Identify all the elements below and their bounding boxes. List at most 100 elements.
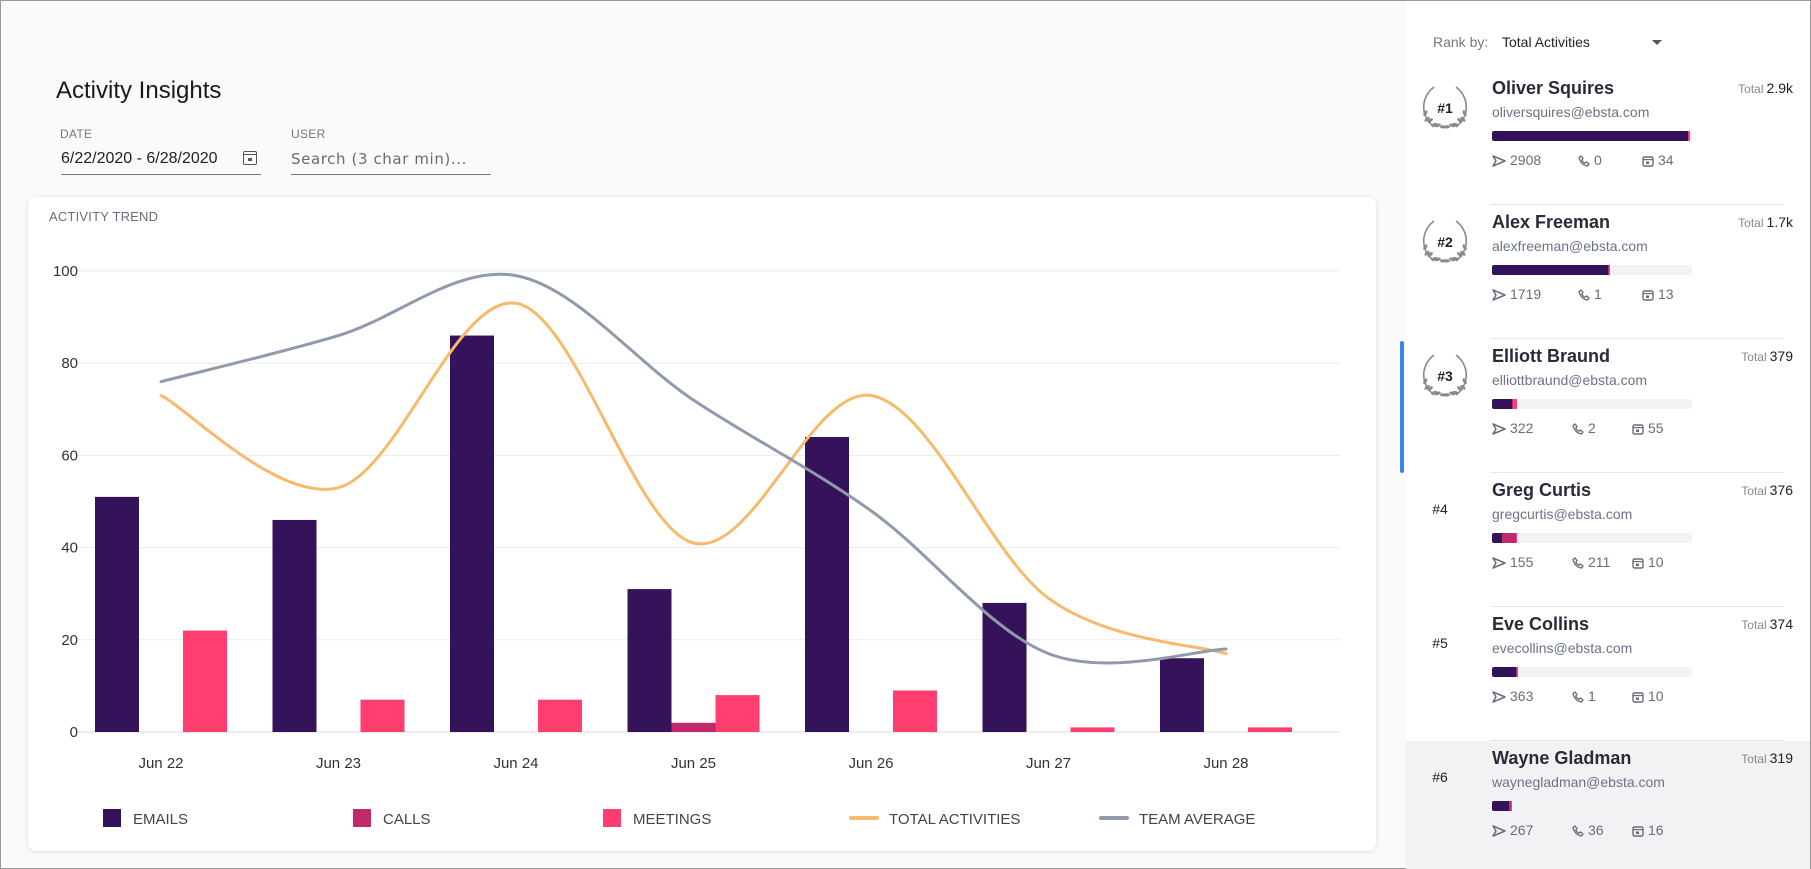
phone-icon	[1572, 822, 1588, 838]
emails-count: 322	[1510, 420, 1534, 436]
emails-bar	[627, 589, 672, 732]
user-search-field[interactable]	[291, 148, 491, 175]
emails-segment	[1492, 131, 1688, 141]
meetings-bar	[1248, 727, 1292, 732]
user-email: alexfreeman@ebsta.com	[1492, 238, 1648, 254]
meetings-bar	[538, 699, 582, 732]
rank-by-value[interactable]: Total Activities	[1502, 34, 1590, 50]
user-rank-row[interactable]: #4 Greg Curtis gregcurtis@ebsta.com Total 37…	[1406, 473, 1810, 607]
date-range-value[interactable]: 6/22/2020 - 6/28/2020	[61, 150, 218, 167]
emails-stat: 1719	[1492, 286, 1541, 302]
phone-icon	[1572, 554, 1588, 570]
calls-stat: 0	[1578, 152, 1602, 168]
calls-bar	[671, 722, 716, 732]
user-name[interactable]: Alex Freeman	[1492, 212, 1611, 232]
total-value: 1.7k	[1766, 214, 1793, 230]
calls-count: 36	[1588, 822, 1604, 838]
meetings-count: 10	[1648, 554, 1664, 570]
calls-count: 1	[1594, 286, 1602, 302]
legend-swatch	[103, 809, 121, 827]
calendar-icon	[1632, 822, 1648, 838]
emails-stat: 267	[1492, 822, 1533, 838]
user-name[interactable]: Oliver Squires	[1492, 78, 1615, 98]
x-tick-label: Jun 27	[1026, 755, 1071, 772]
meetings-stat: 13	[1642, 286, 1674, 302]
rank-number: #4	[1432, 501, 1448, 517]
emails-count: 363	[1510, 688, 1534, 704]
emails-bar	[982, 602, 1027, 732]
activity-bar	[1492, 131, 1692, 141]
legend-swatch	[603, 809, 621, 827]
emails-segment	[1492, 265, 1608, 275]
phone-icon	[1578, 152, 1594, 168]
emails-bar	[1160, 658, 1204, 732]
user-rank-row[interactable]: #6 Wayne Gladman waynegladman@ebsta.com Tot…	[1406, 741, 1810, 869]
total-label: Total	[1741, 484, 1767, 498]
emails-stat: 363	[1492, 688, 1533, 704]
rank-number: #3	[1437, 368, 1453, 384]
total-value: 319	[1769, 750, 1793, 766]
user-rank-row[interactable]: #5 Eve Collins evecollins@ebsta.com Total 37…	[1406, 607, 1810, 741]
x-tick-label: Jun 23	[316, 755, 361, 772]
user-rank-row[interactable]: #2 Alex Freeman alexfreeman@ebsta.com Total…	[1406, 205, 1810, 339]
activity-bar	[1492, 801, 1692, 811]
user-name[interactable]: Eve Collins	[1492, 614, 1590, 634]
date-range-field[interactable]: 6/22/2020 - 6/28/2020	[61, 148, 261, 175]
calendar-icon[interactable]	[243, 151, 257, 165]
date-label: DATE	[60, 127, 93, 141]
total-label: Total	[1738, 216, 1764, 230]
meetings-bar	[1070, 727, 1115, 732]
meetings-segment	[1608, 265, 1610, 275]
user-rank-row[interactable]: #1 Oliver Squires oliversquires@ebsta.com T…	[1406, 71, 1810, 205]
calls-segment	[1509, 801, 1512, 811]
y-tick-label: 100	[53, 263, 78, 280]
row-divider	[1490, 606, 1784, 607]
emails-segment	[1492, 801, 1509, 811]
laurel-icon: #1	[1418, 81, 1472, 135]
activity-bar	[1492, 399, 1692, 409]
emails-segment	[1492, 533, 1502, 543]
activity-insights-panel: Activity Insights DATE 6/22/2020 - 6/28/…	[1, 1, 1405, 867]
emails-stat: 2908	[1492, 152, 1541, 168]
total-label: Total	[1741, 752, 1767, 766]
user-name[interactable]: Elliott Braund	[1492, 346, 1610, 366]
calls-count: 2	[1588, 420, 1596, 436]
user-total: Total 319	[1741, 750, 1793, 766]
x-tick-label: Jun 24	[493, 755, 538, 772]
total-value: 374	[1769, 616, 1793, 632]
meetings-segment	[1516, 533, 1517, 543]
total-label: Total	[1741, 350, 1767, 364]
x-tick-label: Jun 25	[671, 755, 716, 772]
rank-by-select[interactable]: Total Activities	[1502, 28, 1662, 56]
y-tick-label: 80	[61, 355, 78, 372]
calendar-icon	[1642, 286, 1658, 302]
send-icon	[1492, 688, 1510, 704]
meetings-segment	[1688, 131, 1691, 141]
meetings-stat: 10	[1632, 688, 1664, 704]
calls-stat: 36	[1572, 822, 1604, 838]
user-name[interactable]: Greg Curtis	[1492, 480, 1592, 500]
emails-segment	[1492, 667, 1516, 677]
team-average-line	[159, 272, 1228, 665]
calls-stat: 2	[1572, 420, 1596, 436]
meetings-count: 55	[1648, 420, 1664, 436]
x-tick-label: Jun 26	[848, 755, 893, 772]
emails-stat: 322	[1492, 420, 1533, 436]
emails-stat: 155	[1492, 554, 1533, 570]
calls-segment	[1502, 533, 1516, 543]
laurel-icon: #3	[1418, 349, 1472, 403]
emails-bar	[95, 496, 139, 732]
chevron-down-icon[interactable]	[1652, 40, 1662, 45]
user-email: waynegladman@ebsta.com	[1492, 774, 1665, 790]
user-rank-row[interactable]: #3 Elliott Braund elliottbraund@ebsta.com T…	[1400, 339, 1810, 473]
ranking-panel: Rank by: Total Activities #1 Oliver Squir…	[1400, 1, 1810, 869]
row-divider	[1490, 204, 1784, 205]
meetings-stat: 16	[1632, 822, 1664, 838]
activity-trend-card: 0 20 40 60 80 100 Jun 22 Jun 23 Jun 24 Jun 25 Jun …	[28, 197, 1376, 851]
rank-by-label: Rank by:	[1433, 34, 1489, 50]
calls-stat: 211	[1572, 554, 1610, 570]
user-search-input[interactable]	[291, 148, 491, 168]
user-name[interactable]: Wayne Gladman	[1492, 748, 1632, 768]
y-tick-label: 40	[61, 540, 78, 557]
calls-stat: 1	[1578, 286, 1602, 302]
